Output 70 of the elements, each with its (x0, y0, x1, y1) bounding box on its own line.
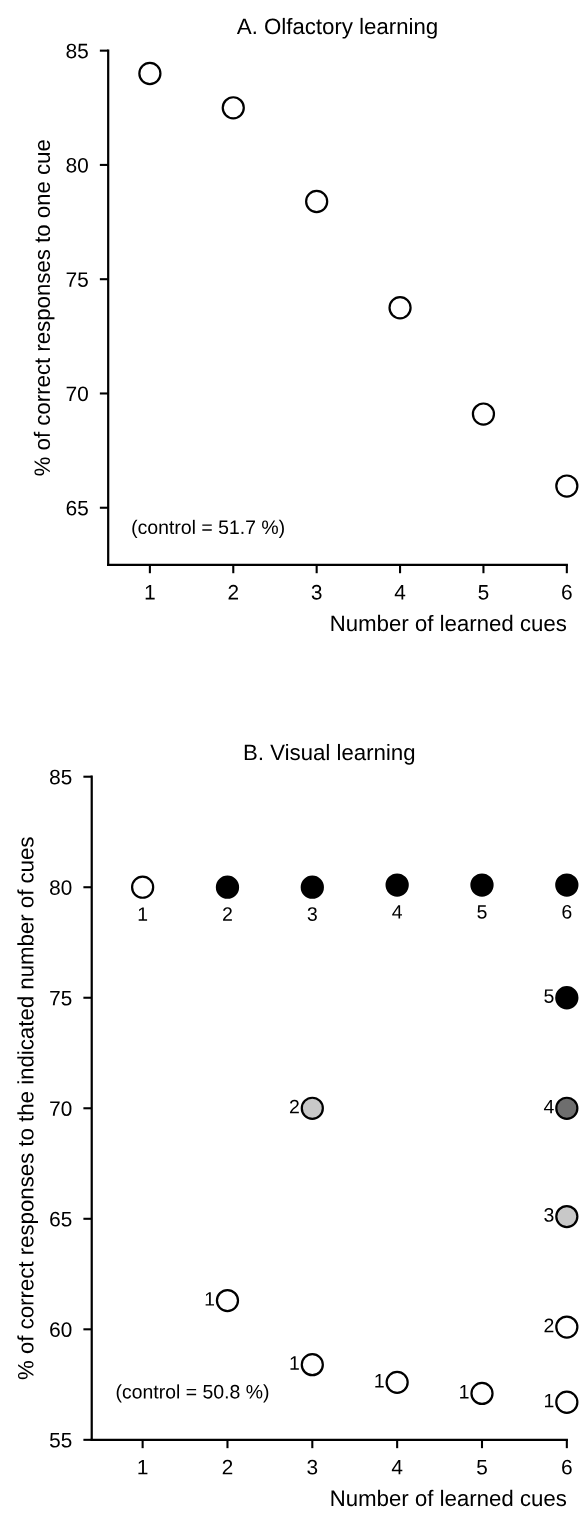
y-axis-title: % of correct responses to the indicated number of cues (17, 837, 38, 1380)
annotation: 1 (375, 1374, 384, 1388)
annotation: (control = 50.8 %) (116, 1384, 269, 1403)
annotation: 1 (290, 1356, 299, 1370)
annotation: 1 (460, 1385, 469, 1399)
y-tick-label: 65 (66, 500, 88, 516)
y-tick-label: 65 (50, 1211, 72, 1227)
y-tick-label: 75 (50, 990, 72, 1006)
x-tick-label: 3 (307, 1459, 318, 1475)
point (470, 1381, 494, 1406)
point (555, 1390, 579, 1414)
y-tick-label: 80 (50, 880, 72, 895)
point (385, 1370, 409, 1394)
point (555, 986, 579, 1010)
point (300, 1096, 324, 1120)
y-tick-label: 85 (66, 43, 88, 59)
x-tick-label: 3 (311, 584, 322, 600)
annotation: 4 (543, 1099, 554, 1114)
point (470, 873, 494, 897)
annotation: 3 (544, 1208, 554, 1222)
x-tick-label: 5 (478, 585, 489, 600)
point (555, 1096, 579, 1120)
annotation: 6 (562, 904, 572, 919)
annotation: 5 (477, 905, 487, 919)
annotation: (control = 51.7 %) (132, 519, 284, 538)
y-tick-label: 75 (66, 272, 88, 287)
x-tick-label: 6 (562, 584, 572, 600)
point (555, 1315, 579, 1339)
y-tick-label: 85 (50, 769, 72, 785)
point (215, 875, 240, 899)
x-tick-label: 4 (394, 585, 406, 600)
x-tick-label: 5 (477, 1460, 487, 1475)
point (305, 189, 329, 214)
chart-title: A. Olfactory learning (236, 17, 437, 39)
point (388, 296, 412, 320)
x-tick-label: 4 (391, 1460, 403, 1475)
y-axis-title: % of correct responses to one cue (33, 140, 55, 476)
point (130, 875, 155, 899)
x-tick-label: 1 (138, 1460, 148, 1475)
point (215, 1288, 240, 1313)
x-tick-label: 2 (228, 584, 239, 600)
x-axis-title: Number of learned cues (331, 1489, 567, 1507)
x-tick-label: 2 (222, 1459, 233, 1475)
y-tick-label: 70 (66, 386, 88, 402)
x-tick-label: 6 (562, 1459, 572, 1475)
point (385, 873, 409, 897)
y-tick-label: 80 (66, 157, 88, 173)
annotation: 1 (138, 907, 148, 921)
annotation: 1 (205, 1292, 215, 1306)
y-tick-label: 70 (50, 1101, 72, 1117)
y-tick-label: 55 (49, 1433, 72, 1448)
annotation: 2 (289, 1099, 299, 1114)
annotation: 4 (392, 905, 402, 919)
annotation: 5 (544, 989, 554, 1003)
point (221, 96, 245, 120)
point (555, 1204, 579, 1229)
annotation: 2 (544, 1318, 554, 1333)
point (300, 875, 324, 899)
point (138, 61, 162, 86)
point (471, 402, 496, 426)
point (300, 1353, 324, 1377)
annotation: 1 (545, 1393, 554, 1408)
annotation: 2 (223, 907, 232, 921)
x-axis-title: Number of learned cues (331, 614, 567, 632)
annotation: 3 (307, 907, 317, 921)
y-tick-label: 60 (50, 1322, 72, 1338)
x-tick-label: 1 (145, 585, 155, 600)
chart-title: B. Visual learning (244, 743, 415, 765)
point (555, 873, 579, 897)
point (555, 474, 579, 498)
